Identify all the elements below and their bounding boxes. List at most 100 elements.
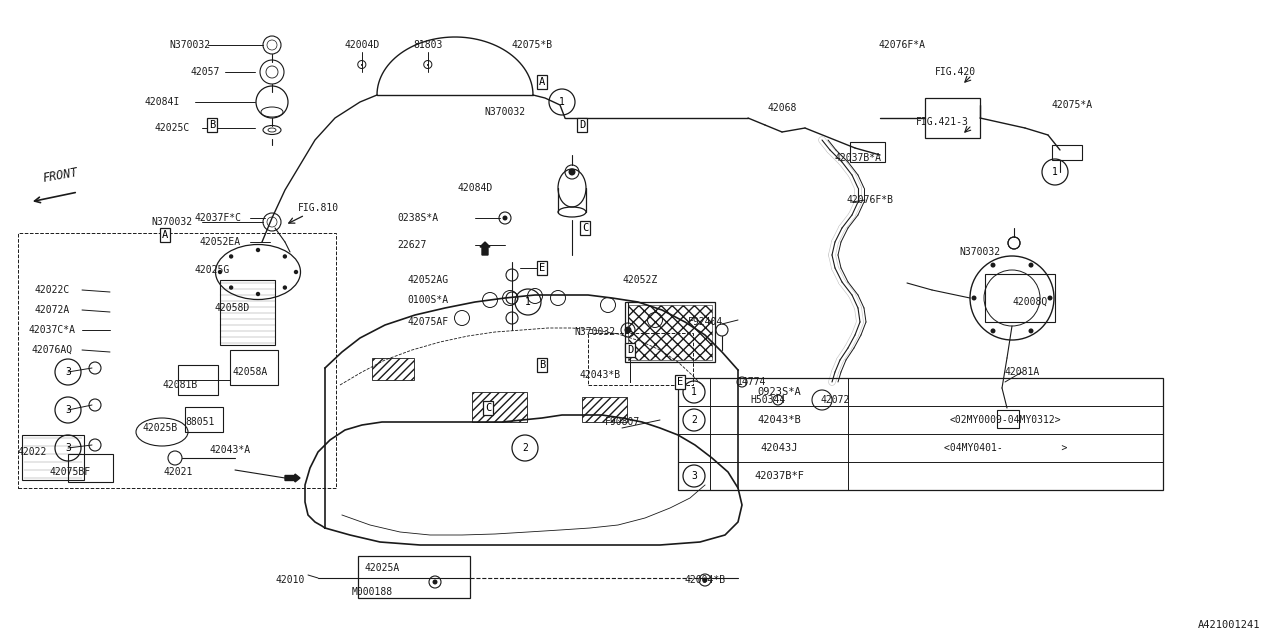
Text: 14774: 14774 [737,377,767,387]
Text: 0100S*A: 0100S*A [407,295,448,305]
Circle shape [1047,296,1052,301]
FancyArrow shape [480,242,490,255]
Text: 42025C: 42025C [155,123,189,133]
Text: 42037F*C: 42037F*C [195,213,242,223]
Text: 42084D: 42084D [457,183,493,193]
Circle shape [503,216,507,221]
Bar [588,333,692,385]
Text: N370032: N370032 [960,247,1001,257]
Circle shape [991,262,996,268]
Text: 2: 2 [691,415,696,425]
Text: 42076F*B: 42076F*B [846,195,893,205]
Text: FRONT: FRONT [41,166,78,185]
Text: 42025G: 42025G [195,265,229,275]
Text: N370032: N370032 [169,40,211,50]
Bar [22,435,84,480]
Text: C: C [485,403,492,413]
Text: 42057: 42057 [191,67,220,77]
Circle shape [283,285,287,290]
Text: FIG.810: FIG.810 [297,203,339,213]
Text: 42022: 42022 [18,447,46,457]
Text: E: E [677,377,684,387]
Bar [186,407,223,432]
Text: A: A [161,230,168,240]
Bar [628,305,712,360]
Bar [1052,145,1082,160]
Text: 1: 1 [525,297,531,307]
Bar [625,302,716,362]
Text: 42075BF: 42075BF [50,467,91,477]
Text: 81803: 81803 [413,40,443,50]
Text: 42025A: 42025A [365,563,399,573]
Text: 42052EA: 42052EA [200,237,241,247]
Text: N370032: N370032 [575,327,616,337]
Bar [850,142,884,162]
FancyArrow shape [285,474,300,482]
Bar [372,358,413,380]
Text: 42004D: 42004D [344,40,380,50]
Text: 22627: 22627 [397,240,426,250]
Bar [986,274,1055,322]
Text: A: A [539,77,545,87]
Text: FIG.421-3: FIG.421-3 [915,117,969,127]
Circle shape [1029,328,1033,333]
Bar [358,556,470,598]
Circle shape [294,270,298,274]
Bar [472,392,527,422]
Text: ⊙: ⊙ [356,58,367,72]
Text: 3: 3 [65,405,70,415]
Text: 42075*B: 42075*B [512,40,553,50]
Text: H50344: H50344 [750,395,786,405]
Text: 42043J: 42043J [760,443,797,453]
Text: 42084I: 42084I [145,97,179,107]
Text: 3: 3 [65,367,70,377]
Text: B: B [539,360,545,370]
Text: 42052Z: 42052Z [622,275,658,285]
Text: 42072: 42072 [820,395,850,405]
Bar [582,397,627,422]
Text: 42037B*A: 42037B*A [835,153,882,163]
Text: 42037B*F: 42037B*F [754,471,804,481]
Text: A421001241: A421001241 [1198,620,1260,630]
Text: F92404: F92404 [687,317,723,327]
Text: 42025B: 42025B [142,423,178,433]
Circle shape [972,296,977,301]
Bar [925,98,980,138]
Text: 0923S*A: 0923S*A [758,387,801,397]
Circle shape [229,254,233,259]
Bar [178,365,218,395]
Text: <02MY0009-04MY0312>: <02MY0009-04MY0312> [950,415,1061,425]
Text: 42072A: 42072A [35,305,69,315]
Circle shape [568,168,576,175]
Text: 42021: 42021 [164,467,193,477]
Circle shape [991,328,996,333]
Bar [68,454,113,482]
Circle shape [256,292,260,296]
Text: B: B [209,120,215,130]
Circle shape [1029,262,1033,268]
Text: 2: 2 [522,443,527,453]
Text: 42068: 42068 [767,103,796,113]
Text: 0238S*A: 0238S*A [397,213,439,223]
Text: M000188: M000188 [352,587,393,597]
Bar [678,378,1164,490]
Circle shape [283,254,287,259]
Circle shape [625,326,631,333]
Text: E: E [539,263,545,273]
Text: 1: 1 [559,97,564,107]
Text: 3: 3 [65,443,70,453]
Text: N370032: N370032 [151,217,192,227]
Circle shape [218,270,223,274]
Text: 42043*B: 42043*B [758,415,801,425]
Text: 42076AQ: 42076AQ [32,345,73,355]
Text: 42022C: 42022C [35,285,69,295]
Text: 42043*A: 42043*A [210,445,251,455]
Circle shape [229,285,233,290]
Bar [220,280,275,345]
Text: 42004*B: 42004*B [685,575,726,585]
Bar [230,350,278,385]
Text: <04MY0401-          >: <04MY0401- > [943,443,1068,453]
Text: D: D [579,120,585,130]
Circle shape [703,577,708,582]
Text: 42010: 42010 [275,575,305,585]
